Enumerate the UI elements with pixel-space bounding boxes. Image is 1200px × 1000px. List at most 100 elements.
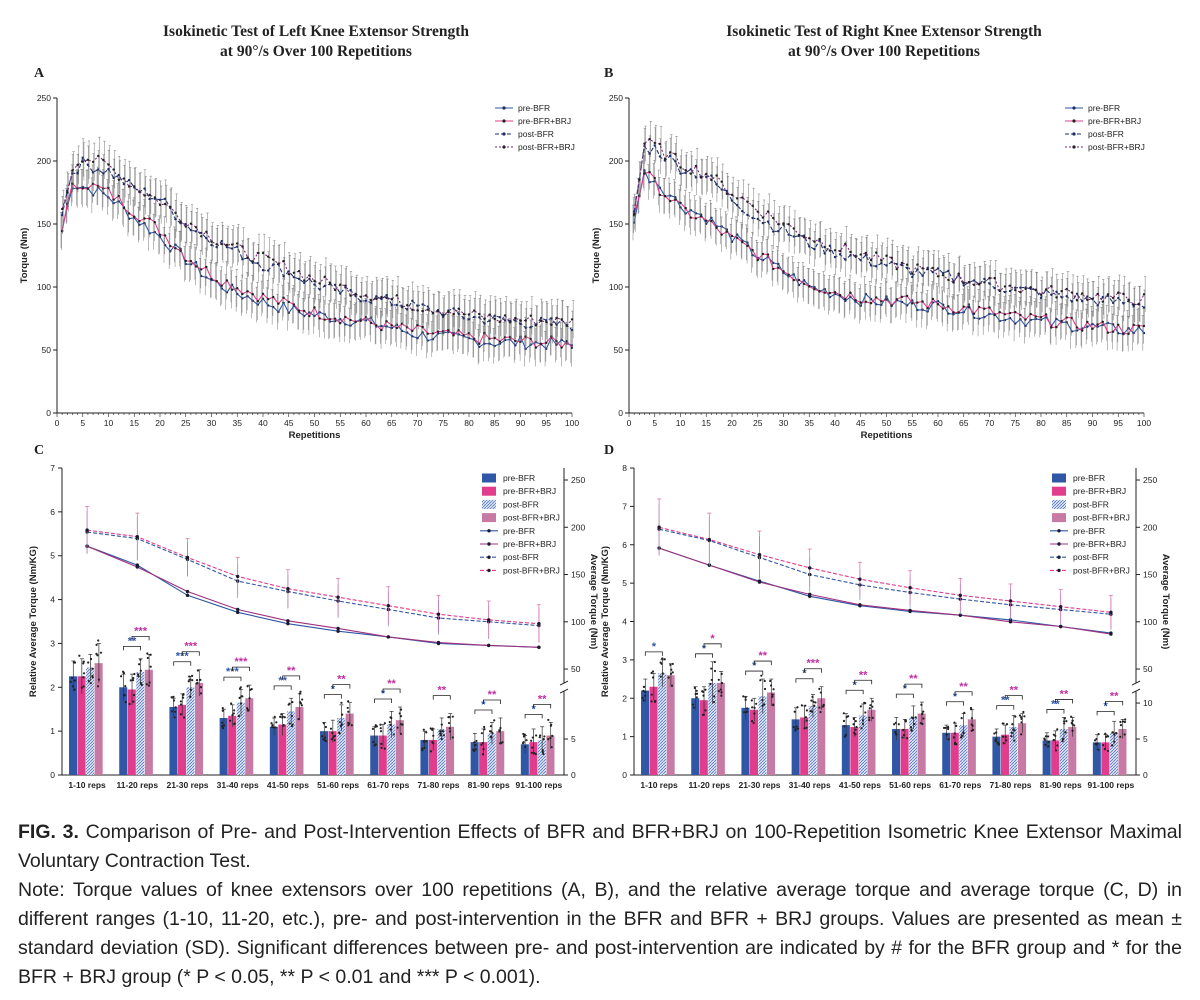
- data-point: [364, 319, 368, 322]
- individual-point: [717, 690, 721, 693]
- data-point: [205, 237, 208, 240]
- data-point: [1111, 301, 1115, 305]
- data-point: [230, 283, 234, 286]
- individual-point: [904, 719, 907, 722]
- individual-point: [171, 710, 174, 713]
- individual-point: [490, 736, 493, 739]
- data-point: [163, 244, 167, 247]
- data-point: [875, 303, 878, 306]
- avg-torque-point: [336, 626, 340, 631]
- individual-point: [229, 719, 232, 722]
- data-point: [467, 336, 471, 340]
- individual-point: [963, 711, 966, 714]
- data-point: [710, 178, 713, 182]
- individual-point: [246, 708, 249, 711]
- data-point: [514, 339, 517, 343]
- avg-torque-point: [286, 586, 290, 591]
- legend-marker: [502, 132, 506, 136]
- individual-point: [651, 676, 655, 679]
- individual-point: [332, 736, 335, 739]
- sig-label-bfr: *: [903, 683, 908, 695]
- data-point: [936, 267, 940, 270]
- individual-point: [383, 722, 386, 725]
- individual-point: [132, 693, 136, 697]
- data-point: [936, 303, 940, 306]
- individual-point: [138, 663, 141, 666]
- data-point: [163, 234, 167, 237]
- individual-point: [196, 669, 200, 672]
- individual-point: [695, 692, 699, 695]
- individual-point: [372, 740, 375, 744]
- sig-bracket: [524, 713, 543, 719]
- data-point: [741, 240, 744, 244]
- data-point: [550, 323, 553, 326]
- avg-torque-line-post-bfr: [658, 528, 1111, 615]
- individual-point: [868, 707, 871, 710]
- individual-point: [275, 721, 278, 724]
- sig-label-bfr: *: [652, 641, 657, 653]
- data-point: [215, 245, 218, 249]
- individual-point: [920, 703, 923, 706]
- bar-post-bfr-brj: [144, 669, 153, 775]
- individual-point: [1047, 740, 1050, 744]
- individual-point: [131, 678, 135, 682]
- data-point: [261, 269, 265, 272]
- bar-post-bfr-brj: [1068, 727, 1077, 775]
- individual-point: [133, 672, 136, 676]
- data-point: [416, 309, 419, 312]
- bar-pre-bfr: [791, 719, 800, 775]
- panel-b-title-line2: at 90°/s Over 100 Repetitions: [788, 43, 980, 60]
- sig-label-brj: **: [287, 665, 296, 677]
- data-point: [900, 295, 904, 299]
- individual-point: [1063, 717, 1066, 720]
- individual-point: [298, 692, 302, 695]
- individual-point: [1005, 723, 1009, 726]
- x-tick-label: 60: [933, 418, 943, 428]
- data-point: [478, 316, 481, 319]
- individual-point: [493, 719, 496, 722]
- data-point: [189, 263, 193, 266]
- individual-point: [483, 728, 486, 731]
- data-point: [524, 335, 527, 338]
- data-point: [127, 212, 131, 215]
- panel-a-label: A: [34, 66, 45, 81]
- data-point: [1101, 295, 1105, 299]
- sig-bracket: [533, 703, 552, 709]
- individual-point: [871, 705, 874, 708]
- data-point: [328, 281, 332, 284]
- individual-point: [172, 699, 176, 702]
- data-point: [313, 306, 316, 309]
- individual-point: [945, 733, 948, 736]
- data-point: [220, 239, 223, 243]
- avg-torque-point: [487, 643, 491, 648]
- individual-point: [398, 712, 401, 715]
- individual-point: [221, 709, 224, 712]
- individual-point: [139, 681, 143, 685]
- bar-pre-bfr: [841, 725, 850, 775]
- individual-point: [132, 700, 135, 703]
- individual-point: [955, 743, 958, 746]
- individual-point: [333, 739, 336, 742]
- x-tick-label: 15: [130, 418, 140, 428]
- data-point: [194, 226, 198, 229]
- data-point: [921, 300, 924, 303]
- individual-point: [123, 694, 126, 697]
- data-point: [282, 259, 285, 263]
- data-point: [684, 206, 687, 210]
- data-point: [828, 244, 832, 248]
- individual-point: [763, 687, 767, 691]
- individual-point: [147, 684, 151, 687]
- individual-point: [902, 728, 905, 732]
- data-point: [442, 315, 445, 319]
- data-point: [318, 282, 321, 285]
- individual-point: [1001, 722, 1004, 725]
- individual-point: [1095, 737, 1098, 741]
- data-point: [426, 332, 429, 335]
- data-point: [766, 210, 770, 213]
- bar-pre-bfr-brj: [428, 739, 437, 775]
- avg-torque-point: [1109, 632, 1113, 636]
- data-point: [483, 342, 486, 345]
- data-point: [890, 304, 893, 307]
- legend-marker: [1072, 132, 1076, 136]
